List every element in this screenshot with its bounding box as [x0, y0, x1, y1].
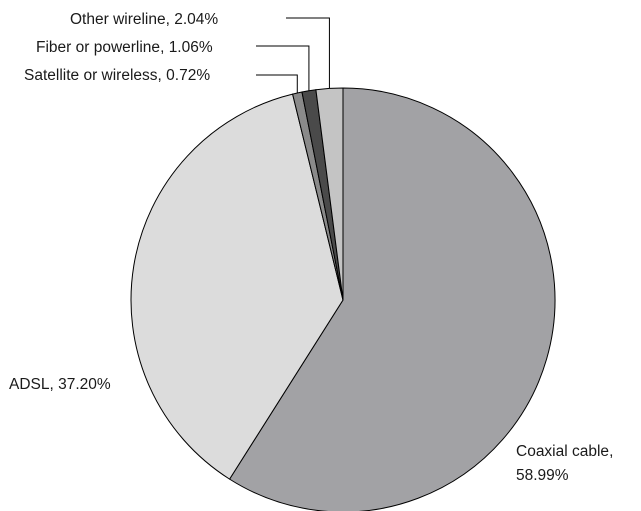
pie-slices [130, 87, 556, 511]
label-other-wireline-value: 2.04% [174, 11, 218, 28]
leader-line-other-wireline [286, 17, 330, 89]
label-adsl-sep: , [50, 376, 59, 393]
pie-slice-coaxial-cable [228, 87, 556, 511]
label-adsl: ADSL, 37.20% [9, 376, 111, 393]
label-fiber-or-powerline-value: 1.06% [169, 39, 213, 56]
label-satellite-or-wireless-value: 0.72% [166, 67, 210, 84]
label-fiber-or-powerline-name: Fiber or powerline [36, 39, 160, 56]
label-other-wireline-name: Other wireline [70, 11, 166, 28]
label-other-wireline: Other wireline, 2.04% [70, 11, 218, 28]
label-coaxial-cable: Coaxial cable, 58.99% [516, 443, 618, 484]
label-fiber-or-powerline: Fiber or powerline, 1.06% [36, 39, 213, 56]
leader-line-satellite-or-wireless [256, 74, 298, 93]
leader-line-fiber-or-powerline [256, 45, 310, 91]
label-coaxial-cable-name: Coaxial cable [516, 443, 609, 460]
label-adsl-value: 37.20% [58, 376, 111, 393]
label-coaxial-cable-value: 58.99% [516, 467, 569, 484]
label-fiber-or-powerline-sep: , [160, 39, 169, 56]
label-other-wireline-sep: , [166, 11, 175, 28]
label-adsl-name: ADSL [9, 376, 50, 393]
label-coaxial-cable-sep: , [609, 443, 613, 460]
label-satellite-or-wireless: Satellite or wireless, 0.72% [24, 67, 210, 84]
pie-slice-adsl [130, 93, 344, 480]
label-satellite-or-wireless-name: Satellite or wireless [24, 67, 158, 84]
leader-lines [256, 17, 330, 93]
label-satellite-or-wireless-sep: , [158, 67, 167, 84]
slice-labels: Coaxial cable, 58.99% ADSL, 37.20% Satel… [9, 11, 618, 484]
